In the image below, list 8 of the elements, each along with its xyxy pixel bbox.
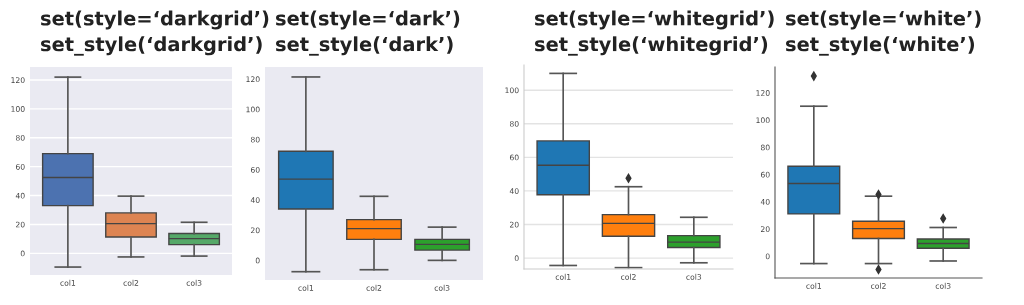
chart-title: set(style=‘dark’): [276, 10, 460, 30]
chart-subtitle: set_style(‘darkgrid’): [41, 36, 262, 56]
chart-title: set(style=‘white’): [786, 10, 981, 30]
chart-subtitle: set_style(‘dark’): [276, 36, 453, 56]
chart-subtitle: set_style(‘whitegrid’): [535, 36, 768, 56]
chart-title: set(style=‘whitegrid’): [535, 10, 774, 30]
chart-subtitle: set_style(‘white’): [786, 36, 974, 56]
chart-title: set(style=‘darkgrid’): [41, 10, 269, 30]
